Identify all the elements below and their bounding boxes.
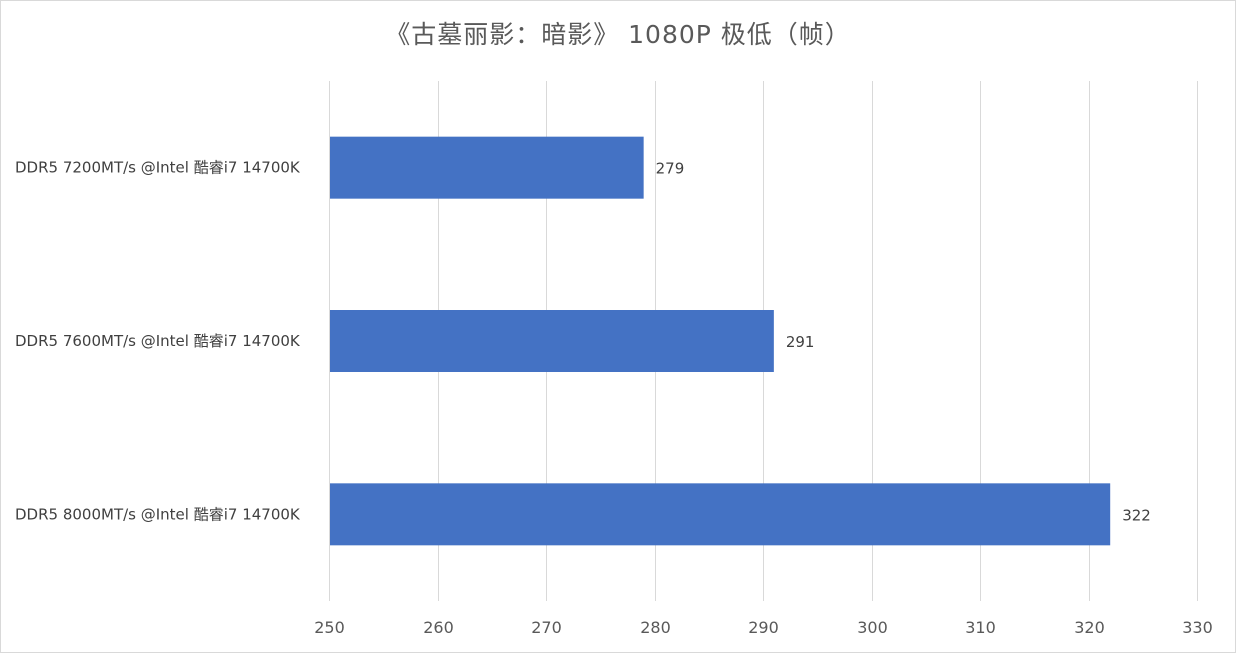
x-tick-label: 280 bbox=[640, 618, 671, 637]
category-label: DDR5 7200MT/s @Intel 酷睿i7 14700K bbox=[15, 159, 301, 177]
x-tick-label: 260 bbox=[423, 618, 454, 637]
bar bbox=[330, 483, 1111, 546]
data-label: 291 bbox=[786, 333, 815, 351]
category-label: DDR5 8000MT/s @Intel 酷睿i7 14700K bbox=[15, 505, 301, 523]
x-tick-label: 320 bbox=[1074, 618, 1105, 637]
bars bbox=[330, 136, 1111, 546]
x-tick-label: 270 bbox=[531, 618, 562, 637]
x-tick-label: 330 bbox=[1182, 618, 1213, 637]
bar bbox=[330, 310, 774, 372]
x-tick-label: 250 bbox=[314, 618, 345, 637]
x-tick-label: 290 bbox=[748, 618, 779, 637]
labels: 250 260 270 280 290 300 310 320 330 DDR5 7200MT/s… bbox=[15, 159, 1213, 637]
x-tick-label: 310 bbox=[965, 618, 996, 637]
data-label: 322 bbox=[1122, 506, 1151, 524]
x-tick-label: 300 bbox=[857, 618, 888, 637]
chart-title: 《古墓丽影：暗影》 1080P 极低（帧） bbox=[385, 20, 851, 49]
bar bbox=[330, 136, 644, 199]
category-label: DDR5 7600MT/s @Intel 酷睿i7 14700K bbox=[15, 332, 301, 350]
data-label: 279 bbox=[656, 160, 685, 178]
